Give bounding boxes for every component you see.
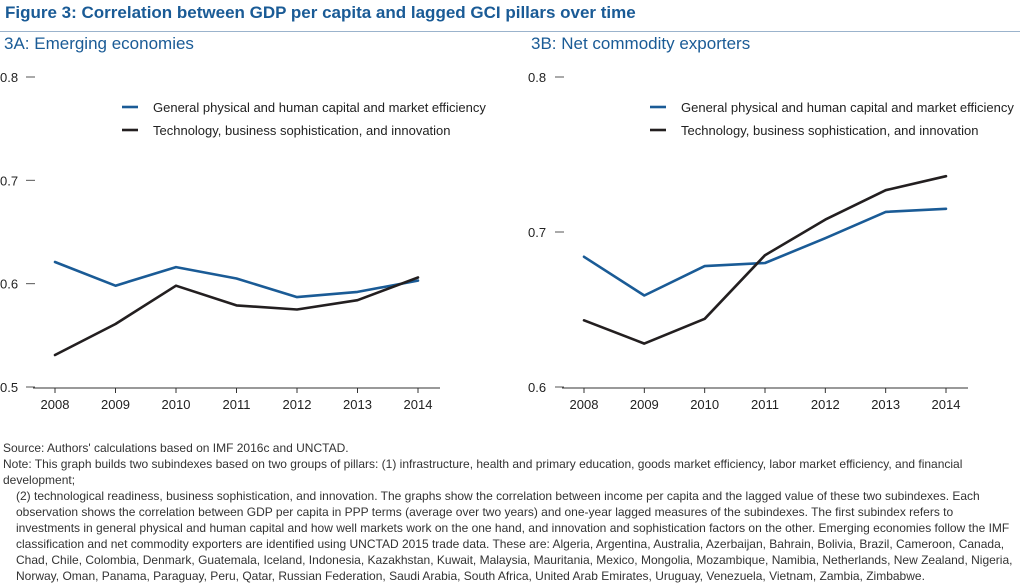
y-tick-label: 0.8 (0, 70, 18, 85)
legend-label-2: Technology, business sophistication, and… (153, 123, 451, 138)
x-tick-label: 2009 (630, 397, 659, 412)
note-first-line: Note: This graph builds two subindexes b… (3, 457, 962, 487)
y-tick-label: 0.5 (0, 380, 18, 395)
legend-label-1: General physical and human capital and m… (681, 100, 1014, 115)
legend-label-2: Technology, business sophistication, and… (681, 123, 979, 138)
y-tick-label: 0.8 (528, 70, 546, 85)
note-text: Note: This graph builds two subindexes b… (3, 456, 1017, 584)
x-tick-label: 2008 (41, 397, 70, 412)
y-tick-label: 0.6 (528, 380, 546, 395)
y-tick-label: 0.7 (0, 173, 18, 188)
x-tick-label: 2010 (162, 397, 191, 412)
series-line-2 (584, 176, 946, 343)
series-line-1 (584, 209, 946, 296)
x-tick-label: 2011 (751, 397, 779, 412)
y-tick-label: 0.6 (0, 277, 18, 292)
series-line-2 (55, 278, 418, 356)
charts-canvas: 0.5 0.6 0.7 0.8 2008 2009 2010 2011 2012 2013 2014… (0, 0, 1020, 440)
legend-label-1: General physical and human capital and m… (153, 100, 486, 115)
series-line-1 (55, 262, 418, 297)
x-tick-label: 2008 (570, 397, 599, 412)
x-tick-label: 2012 (283, 397, 312, 412)
note-continuation: (2) technological readiness, business so… (3, 488, 1017, 584)
x-tick-label: 2010 (690, 397, 719, 412)
x-tick-label: 2014 (932, 397, 961, 412)
x-tick-label: 2011 (223, 397, 251, 412)
x-tick-label: 2009 (101, 397, 130, 412)
source-note: Source: Authors' calculations based on I… (3, 440, 349, 456)
x-tick-label: 2013 (871, 397, 900, 412)
y-tick-label: 0.7 (528, 225, 546, 240)
x-tick-label: 2013 (343, 397, 372, 412)
x-tick-label: 2014 (404, 397, 433, 412)
x-tick-label: 2012 (811, 397, 840, 412)
